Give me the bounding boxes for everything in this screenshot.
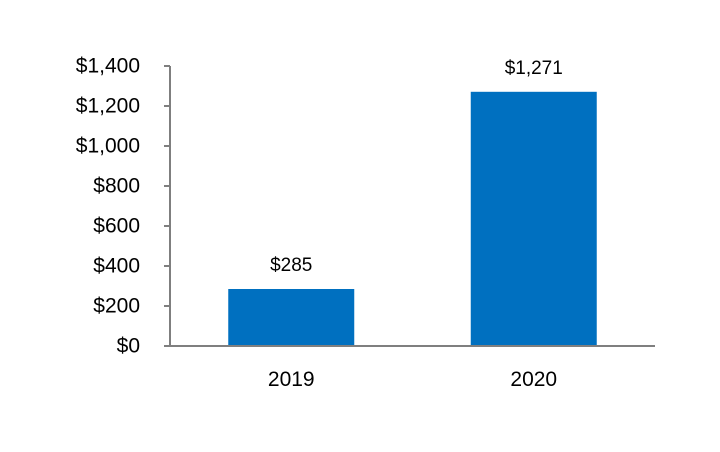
bar-value-label: $285 <box>270 255 312 276</box>
bar-value-label: $1,271 <box>505 58 563 79</box>
x-category-label: 2020 <box>510 368 557 391</box>
y-tick-label: $800 <box>93 175 140 198</box>
x-axis-labels: 2019 2020 <box>268 368 557 391</box>
y-tick-label: $0 <box>117 335 140 358</box>
y-axis-ticks: $0 $200 $400 $600 $800 $1,000 $1,200 $1,400 <box>76 55 170 358</box>
y-tick-label: $200 <box>93 295 140 318</box>
x-category-label: 2019 <box>268 368 315 391</box>
bar-2019 <box>228 289 355 346</box>
y-tick-label: $600 <box>93 215 140 238</box>
data-labels: $285 $1,271 <box>270 58 563 276</box>
y-tick-label: $1,400 <box>76 55 140 78</box>
y-tick-label: $400 <box>93 255 140 278</box>
bars <box>228 91 597 346</box>
y-tick-label: $1,000 <box>76 135 140 158</box>
bar-2020 <box>470 91 597 346</box>
y-tick-label: $1,200 <box>76 95 140 118</box>
